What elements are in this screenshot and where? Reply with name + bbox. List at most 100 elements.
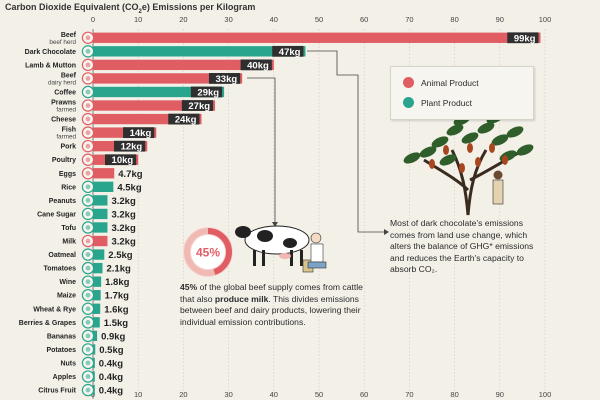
value-label-bg xyxy=(190,86,223,98)
chocolate-connector xyxy=(307,50,384,233)
value-label: 3.2kg xyxy=(111,223,135,234)
x-tick-label-bottom: 30 xyxy=(224,390,232,399)
chocolate-connector-arrow xyxy=(384,229,389,235)
value-label: 3.2kg xyxy=(111,209,135,220)
category-label: Fish xyxy=(62,127,76,134)
value-label: 0.9kg xyxy=(101,331,125,342)
beef-connector xyxy=(247,77,276,222)
value-label: 24kg xyxy=(175,115,197,126)
value-label-bg xyxy=(168,113,200,125)
x-tick-label-bottom: 10 xyxy=(134,390,142,399)
category-label: Cheese xyxy=(51,117,76,124)
chocolate-note: Most of dark chocolate's emissions comes… xyxy=(390,218,534,274)
value-label-bg xyxy=(123,127,155,139)
bar xyxy=(93,330,98,342)
value-label: 10kg xyxy=(112,155,134,166)
cow-leg xyxy=(262,250,265,266)
banana-icon-glyph xyxy=(85,333,91,339)
value-label: 47kg xyxy=(279,47,301,58)
bar xyxy=(93,168,115,179)
value-label-bg xyxy=(208,73,241,84)
cacao-pod xyxy=(475,157,481,167)
value-label: 29kg xyxy=(197,87,219,98)
value-label: 40kg xyxy=(247,60,269,71)
rice-icon-glyph xyxy=(85,184,91,190)
cow-head xyxy=(235,226,251,238)
apple-icon-glyph xyxy=(85,374,91,379)
value-label: 33kg xyxy=(216,74,238,85)
value-label: 0.4kg xyxy=(99,358,123,369)
category-label: Cane Sugar xyxy=(37,211,76,218)
maize-icon-glyph xyxy=(85,292,91,298)
bar xyxy=(93,357,95,369)
category-sublabel: farmed xyxy=(56,107,76,114)
cacao-pod xyxy=(443,145,449,155)
bar xyxy=(93,276,102,287)
cacao-pod xyxy=(502,155,508,165)
category-label: Apples xyxy=(53,374,76,381)
eggs-icon-glyph xyxy=(85,170,91,176)
cacao-pod xyxy=(459,163,465,173)
cacao-leaf xyxy=(403,152,421,164)
beef-connector-arrow xyxy=(272,222,278,227)
tomato-icon-glyph xyxy=(85,265,91,271)
cacao-leaf xyxy=(446,124,464,136)
category-label: Pork xyxy=(60,144,76,151)
bar xyxy=(93,344,96,355)
category-label: Maize xyxy=(57,293,76,300)
farmer-legs xyxy=(307,261,327,269)
category-label: Lamb & Mutton xyxy=(25,62,76,69)
peanut-icon-glyph xyxy=(85,197,91,203)
citrus-icon-glyph xyxy=(85,387,91,393)
x-tick-label-bottom: 50 xyxy=(315,390,323,399)
chart-title: Carbon Dioxide Equivalent (CO2e) Emissio… xyxy=(5,2,256,15)
legend-label-animal: Animal Product xyxy=(421,77,479,88)
farmer-figure xyxy=(492,179,504,205)
bar xyxy=(93,249,105,260)
category-label: Nuts xyxy=(60,360,76,367)
cow-udder xyxy=(279,253,291,259)
cacao-pod xyxy=(489,143,495,153)
x-tick-label-bottom: 20 xyxy=(179,390,187,399)
value-label: 0.4kg xyxy=(99,386,123,397)
beef-icon-glyph xyxy=(85,76,91,81)
donut-arc xyxy=(184,228,232,276)
category-label: Milk xyxy=(62,239,76,246)
value-label: 0.5kg xyxy=(99,345,123,356)
category-label: Dark Chocolate xyxy=(25,49,76,56)
category-label: Poultry xyxy=(52,157,76,164)
x-tick-label-bottom: 80 xyxy=(450,390,458,399)
fish-icon-glyph xyxy=(85,130,91,136)
x-tick-label-top: 70 xyxy=(405,15,413,24)
x-tick-label-bottom: 70 xyxy=(405,390,413,399)
category-label: Wine xyxy=(59,279,76,286)
bar xyxy=(93,371,95,382)
bar xyxy=(93,113,202,125)
poultry-icon-glyph xyxy=(85,157,91,163)
x-tick-label-bottom: 90 xyxy=(496,390,504,399)
category-label: Beef xyxy=(61,72,77,79)
legend-item-plant: Plant Product xyxy=(403,97,472,108)
bar xyxy=(93,262,103,274)
cow-spot xyxy=(257,230,273,242)
cacao-tree-trunk xyxy=(423,149,521,216)
cacao-leaf xyxy=(439,154,457,166)
category-label: Rice xyxy=(61,184,76,191)
bar xyxy=(93,100,216,111)
berries-icon-glyph xyxy=(85,319,91,325)
cacao-leaf xyxy=(419,146,437,158)
value-label: 3.2kg xyxy=(111,196,135,207)
sugar-icon-glyph xyxy=(85,211,91,217)
value-label: 4.7kg xyxy=(118,169,142,180)
x-tick-label-top: 60 xyxy=(360,15,368,24)
bar xyxy=(93,32,541,43)
category-sublabel: farmed xyxy=(56,134,76,141)
value-label: 99kg xyxy=(514,33,536,44)
value-label-bg xyxy=(240,59,272,71)
value-label: 1.5kg xyxy=(104,318,128,329)
beef-note-bold: produce milk xyxy=(214,293,269,304)
value-label: 12kg xyxy=(121,142,143,153)
x-tick-label-bottom: 40 xyxy=(270,390,278,399)
value-label-bg xyxy=(272,45,304,57)
tofu-icon-glyph xyxy=(85,225,91,230)
